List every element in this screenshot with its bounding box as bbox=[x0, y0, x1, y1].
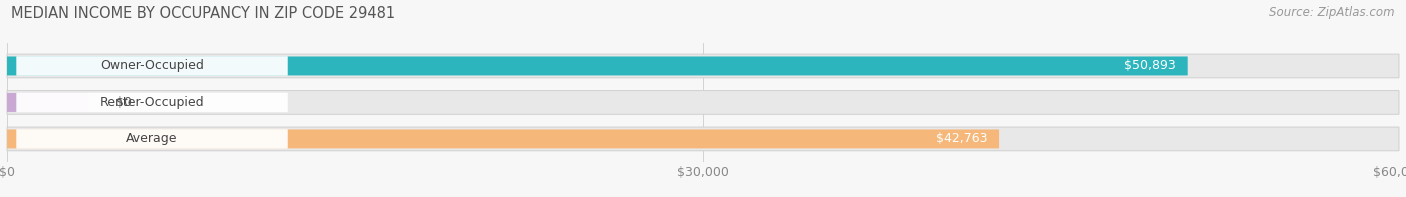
Text: Owner-Occupied: Owner-Occupied bbox=[100, 59, 204, 72]
Text: Average: Average bbox=[127, 132, 177, 145]
FancyBboxPatch shape bbox=[17, 129, 288, 149]
FancyBboxPatch shape bbox=[7, 91, 1399, 114]
Text: $42,763: $42,763 bbox=[936, 132, 987, 145]
FancyBboxPatch shape bbox=[17, 56, 288, 76]
Text: MEDIAN INCOME BY OCCUPANCY IN ZIP CODE 29481: MEDIAN INCOME BY OCCUPANCY IN ZIP CODE 2… bbox=[11, 6, 395, 21]
Text: Renter-Occupied: Renter-Occupied bbox=[100, 96, 204, 109]
Text: Source: ZipAtlas.com: Source: ZipAtlas.com bbox=[1270, 6, 1395, 19]
FancyBboxPatch shape bbox=[7, 57, 1188, 75]
FancyBboxPatch shape bbox=[7, 127, 1399, 151]
FancyBboxPatch shape bbox=[7, 93, 89, 112]
Text: $0: $0 bbox=[117, 96, 132, 109]
FancyBboxPatch shape bbox=[7, 129, 1000, 148]
FancyBboxPatch shape bbox=[17, 93, 288, 112]
FancyBboxPatch shape bbox=[7, 54, 1399, 78]
Text: $50,893: $50,893 bbox=[1125, 59, 1175, 72]
